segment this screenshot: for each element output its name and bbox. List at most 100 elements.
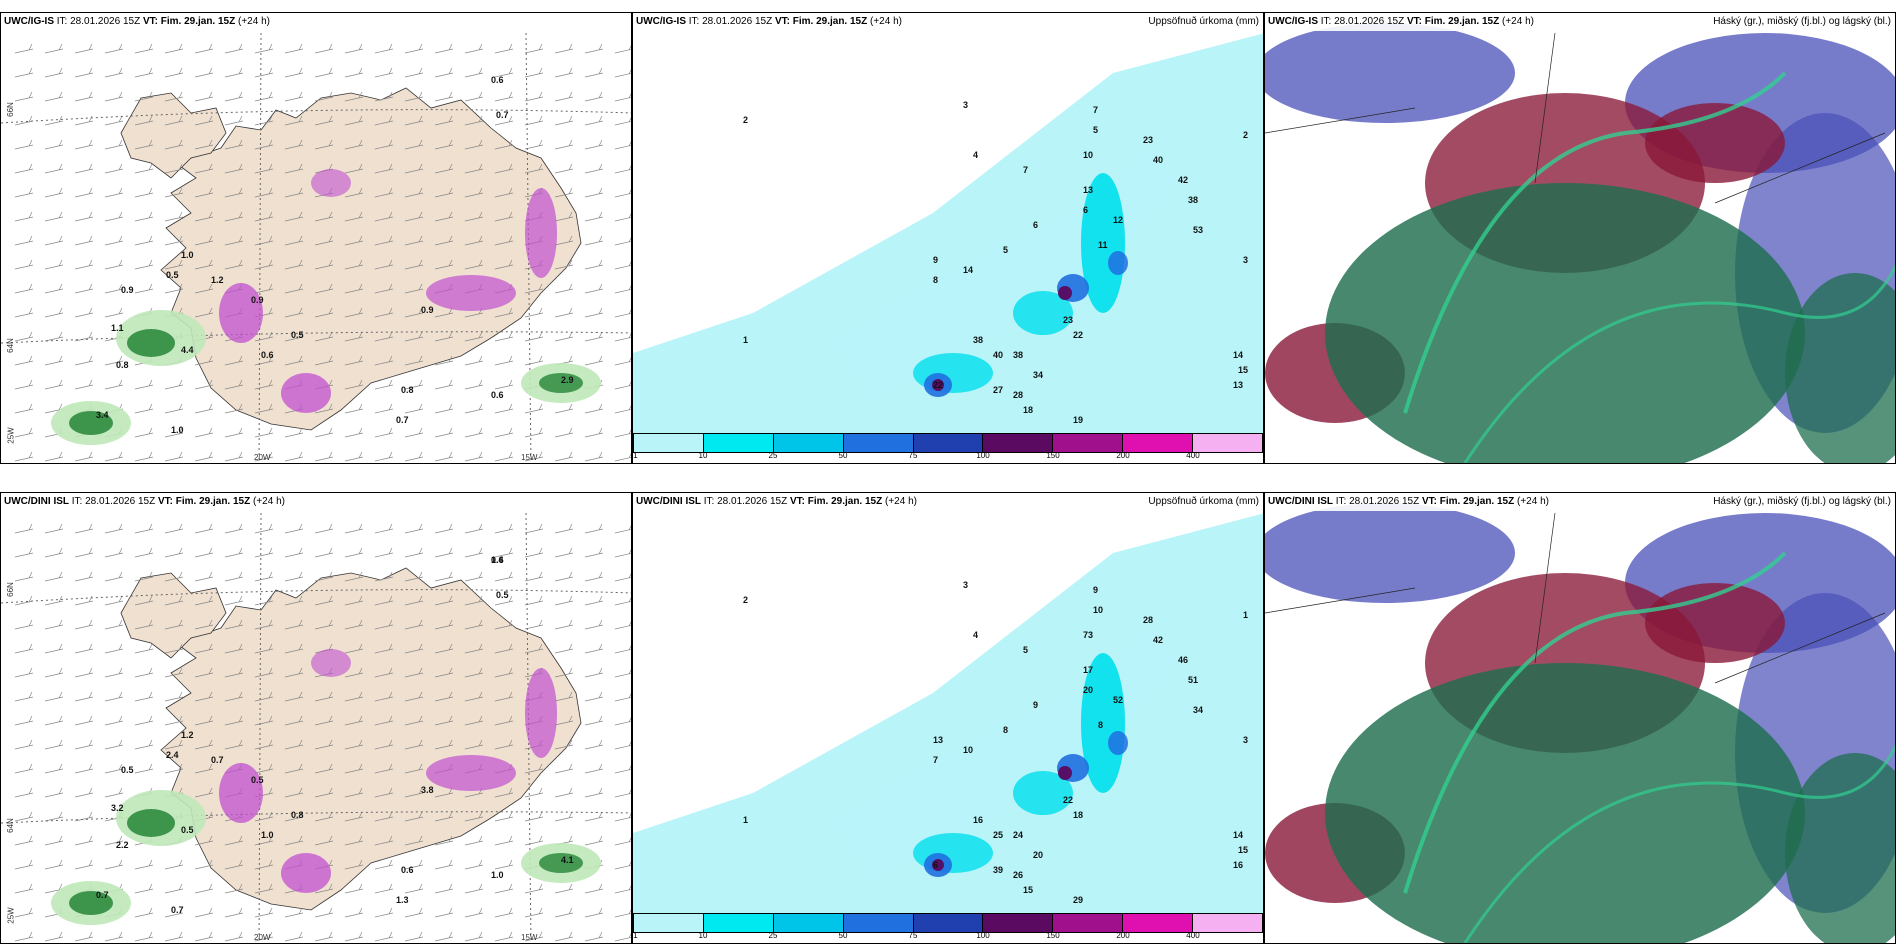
lon-label-25w: 25W	[6, 427, 16, 444]
wind-barb	[224, 379, 244, 390]
wind-barb	[494, 427, 514, 438]
precip-mid-blob	[1081, 653, 1125, 793]
wind-barb	[614, 525, 631, 534]
wind-barb	[404, 115, 424, 126]
wind-barb	[554, 163, 574, 174]
wind-barb	[404, 451, 424, 462]
wind-barb	[194, 931, 214, 942]
wind-barb	[584, 163, 604, 174]
field-blob	[311, 649, 351, 677]
panel-header: UWC/IG-IS IT: 28.01.2026 15Z VT: Fim. 29…	[633, 13, 1263, 31]
cloud-edge-contour	[1403, 551, 1787, 894]
wind-barb	[554, 187, 574, 198]
wind-barb	[74, 139, 94, 150]
wind-barb	[314, 139, 334, 150]
wind-barb	[404, 907, 424, 918]
wind-barb	[344, 763, 364, 774]
wind-barb	[374, 43, 394, 54]
colorbar-swatch	[913, 434, 984, 452]
lat-label-66n: 66N	[5, 582, 15, 597]
wind-value-label: 0.5	[291, 330, 304, 340]
wind-barb	[254, 187, 274, 198]
wind-barb	[44, 67, 64, 78]
wind-value-label: 0.7	[211, 755, 224, 765]
wind-barb	[524, 571, 544, 582]
wind-barb	[554, 523, 574, 534]
precip-value-label: 22	[933, 380, 943, 390]
wind-barb	[584, 643, 604, 654]
wind-barb	[254, 427, 274, 438]
cloud-edge-contour	[1403, 71, 1787, 414]
wind-barb	[14, 403, 34, 414]
wind-value-label: 0.6	[261, 350, 274, 360]
wind-barb	[104, 115, 124, 126]
wind-barb	[614, 621, 631, 630]
wind-barb	[374, 859, 394, 870]
wind-barb	[44, 331, 64, 342]
wind-barb	[344, 331, 364, 342]
wind-barb	[104, 283, 124, 294]
wind-barb	[584, 547, 604, 558]
wind-barb	[584, 571, 604, 582]
colorbar-tick-label: 25	[768, 931, 778, 940]
wind-barb	[314, 739, 334, 750]
wind-barb	[74, 739, 94, 750]
wind-barb	[134, 763, 154, 774]
wind-barb	[254, 115, 274, 126]
wind-barb	[74, 763, 94, 774]
wind-barb	[314, 907, 334, 918]
wind-barb	[404, 931, 424, 942]
wind-barb	[194, 883, 214, 894]
wind-barb	[554, 235, 574, 246]
precip-value-label: 18	[1073, 810, 1083, 820]
wind-value-label: 3.4	[96, 410, 109, 420]
wind-barb	[404, 787, 424, 798]
wind-barb	[314, 715, 334, 726]
wind-barb	[554, 331, 574, 342]
wind-barb	[434, 259, 454, 270]
colorbar-tick-label: 50	[838, 451, 848, 460]
precip-value-label: 1	[743, 815, 748, 825]
wind-barb	[464, 619, 484, 630]
wind-barb	[254, 835, 274, 846]
wind-barb	[104, 547, 124, 558]
wind-barb	[524, 307, 544, 318]
precip-value-label: 5	[1003, 245, 1008, 255]
wind-barb	[14, 379, 34, 390]
colorbar-tick-label: 10	[698, 451, 708, 460]
wind-barb	[134, 403, 154, 414]
precip-value-label: 46	[1178, 655, 1188, 665]
wind-barb	[194, 787, 214, 798]
wind-barb	[194, 667, 214, 678]
field-blob	[539, 853, 583, 873]
wind-barb	[554, 283, 574, 294]
wind-barb	[254, 451, 274, 462]
wind-barb	[554, 427, 574, 438]
wind-barb	[344, 907, 364, 918]
wind-barb	[494, 739, 514, 750]
wind-barb	[74, 931, 94, 942]
precip-value-label: 1	[1243, 610, 1248, 620]
precip-value-label: 8	[1003, 725, 1008, 735]
wind-barb	[404, 187, 424, 198]
panel-header: UWC/IG-IS IT: 28.01.2026 15Z VT: Fim. 29…	[1265, 13, 1895, 31]
wind-barb	[74, 571, 94, 582]
precip-value-label: 9	[1033, 700, 1038, 710]
wind-barb	[284, 355, 304, 366]
panel-field-title: Uppsöfnuð úrkoma (mm)	[1148, 16, 1259, 27]
precip-value-label: 4	[973, 630, 978, 640]
wind-barb	[134, 451, 154, 462]
field-blob	[426, 275, 516, 311]
wind-barb	[284, 307, 304, 318]
wind-barb	[44, 211, 64, 222]
wind-barb	[224, 163, 244, 174]
colorbar-boxes	[633, 433, 1263, 453]
wind-barb	[374, 523, 394, 534]
precip-value-label: 6	[933, 860, 938, 870]
wind-barb	[524, 763, 544, 774]
wind-barb	[164, 547, 184, 558]
wind-barb	[404, 211, 424, 222]
field-blob	[127, 329, 175, 357]
wind-barb	[44, 451, 64, 462]
precip-value-label: 73	[1083, 630, 1093, 640]
